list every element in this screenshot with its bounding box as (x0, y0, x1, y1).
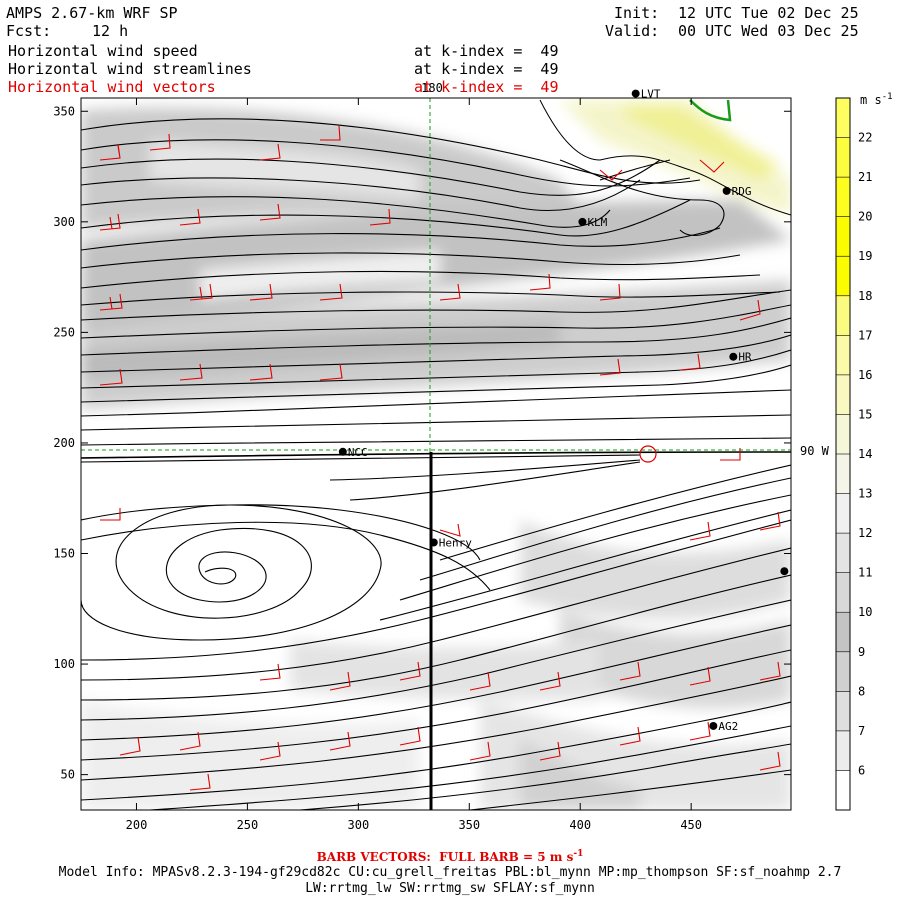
colorbar-segment (836, 374, 850, 415)
station-label: RDG (732, 185, 752, 198)
colorbar-segment (836, 295, 850, 336)
x-tick-label: 450 (680, 818, 702, 832)
colorbar-segment (836, 651, 850, 692)
colorbar-label: 7 (858, 724, 865, 738)
colorbar-segment (836, 770, 850, 811)
forecast-label: Fcst: (6, 22, 52, 40)
colorbar-label: 19 (858, 249, 872, 263)
station-label: LVT (641, 88, 661, 101)
station-markers: LVT RDG KLM HR NCC Henry AG2 (338, 88, 789, 733)
field-level-speed: at k-index = 49 (414, 42, 559, 60)
station-label: Henry (439, 536, 472, 549)
field-level-vectors: at k-index = 49 (414, 78, 559, 96)
colorbar-segment (836, 612, 850, 653)
field-level-streamlines: at k-index = 49 (414, 60, 559, 78)
model-info-line2: LW:rrtmg_lw SW:rrtmg_sw SFLAY:sf_mynn (305, 881, 595, 896)
station-dot (338, 447, 347, 456)
colorbar-segment (836, 335, 850, 376)
colorbar-label: 10 (858, 605, 872, 619)
colorbar-label: 17 (858, 328, 872, 342)
parallel-label: 90 W (800, 444, 830, 458)
colorbar-label: 18 (858, 289, 872, 303)
colorbar-label: 8 (858, 684, 865, 698)
colorbar-label: 13 (858, 487, 872, 501)
colorbar-segment (836, 256, 850, 297)
barb-vectors-note: BARB VECTORS: FULL BARB = 5 m s-1 (316, 849, 584, 864)
colorbar-label: 21 (858, 170, 872, 184)
x-tick-label: 200 (126, 818, 148, 832)
station-label: AG2 (718, 720, 738, 733)
station-label: HR (738, 351, 752, 364)
colorbar-segment (836, 216, 850, 257)
colorbar-segment (836, 572, 850, 613)
station-dot (578, 217, 587, 226)
field-name-speed: Horizontal wind speed (8, 42, 198, 60)
wind-barbs (99, 125, 781, 791)
colorbar-segment (836, 177, 850, 218)
colorbar-label: 12 (858, 526, 872, 540)
valid-label: Valid: (605, 22, 660, 40)
init-label: Init: (614, 4, 660, 22)
station-dot (709, 721, 718, 730)
colorbar-label: 20 (858, 210, 872, 224)
coastline (539, 99, 791, 216)
colorbar-label: 15 (858, 407, 872, 421)
colorbar-label: 11 (858, 566, 872, 580)
colorbar-segment (836, 98, 850, 139)
init-value: 12 UTC Tue 02 Dec 25 (678, 4, 859, 22)
station-dot (722, 186, 731, 195)
wind-speed-shading (81, 100, 791, 810)
station-dot (631, 89, 640, 98)
y-tick-label: 250 (53, 325, 75, 339)
station-dot (429, 538, 438, 547)
colorbar-segment (836, 414, 850, 455)
model-info: Model Info: MPASv8.2.3-194-gf29cd82c CU:… (58, 865, 842, 880)
station-dot (780, 567, 789, 576)
field-name-streamlines: Horizontal wind streamlines (8, 60, 252, 78)
colorbar-label: 16 (858, 368, 872, 382)
colorbar-label: 6 (858, 763, 865, 777)
x-tick-label: 300 (348, 818, 370, 832)
forecast-value: 12 h (92, 22, 129, 40)
x-tick-label: 350 (458, 818, 480, 832)
colorbar: 6 7 8 9 10 11 12 13 14 15 16 17 18 19 20 21 22 (835, 97, 872, 811)
colorbar-segment (836, 493, 850, 534)
station-label: NCC (348, 446, 368, 459)
valid-value: 00 UTC Wed 03 Dec 25 (678, 22, 859, 40)
streamlines (81, 118, 791, 810)
y-tick-label: 50 (61, 768, 75, 782)
meridian-label: 180 (421, 81, 443, 95)
x-axis-ticks: 200 250 300 350 400 450 (126, 98, 702, 832)
plot-frame (80, 97, 792, 811)
red-circle-marker (639, 445, 657, 463)
colorbar-segment (836, 454, 850, 495)
y-tick-label: 100 (53, 657, 75, 671)
y-tick-label: 200 (53, 436, 75, 450)
station-label: KLM (587, 216, 607, 229)
colorbar-label: 14 (858, 447, 872, 461)
colorbar-segment (836, 137, 850, 178)
model-title: AMPS 2.67-km WRF SP (6, 4, 178, 22)
y-tick-label: 150 (53, 547, 75, 561)
colorbar-unit: m s-1 (860, 92, 893, 107)
field-name-vectors: Horizontal wind vectors (8, 78, 216, 96)
colorbar-segment (836, 691, 850, 732)
y-axis-ticks: 50 100 150 200 250 300 350 (53, 104, 791, 782)
colorbar-segment (836, 533, 850, 574)
x-tick-label: 400 (569, 818, 591, 832)
colorbar-segment (836, 730, 850, 771)
colorbar-label: 22 (858, 131, 872, 145)
y-tick-label: 300 (53, 215, 75, 229)
x-tick-label: 250 (237, 818, 259, 832)
colorbar-label: 9 (858, 645, 865, 659)
y-tick-label: 350 (53, 104, 75, 118)
station-dot (729, 352, 738, 361)
